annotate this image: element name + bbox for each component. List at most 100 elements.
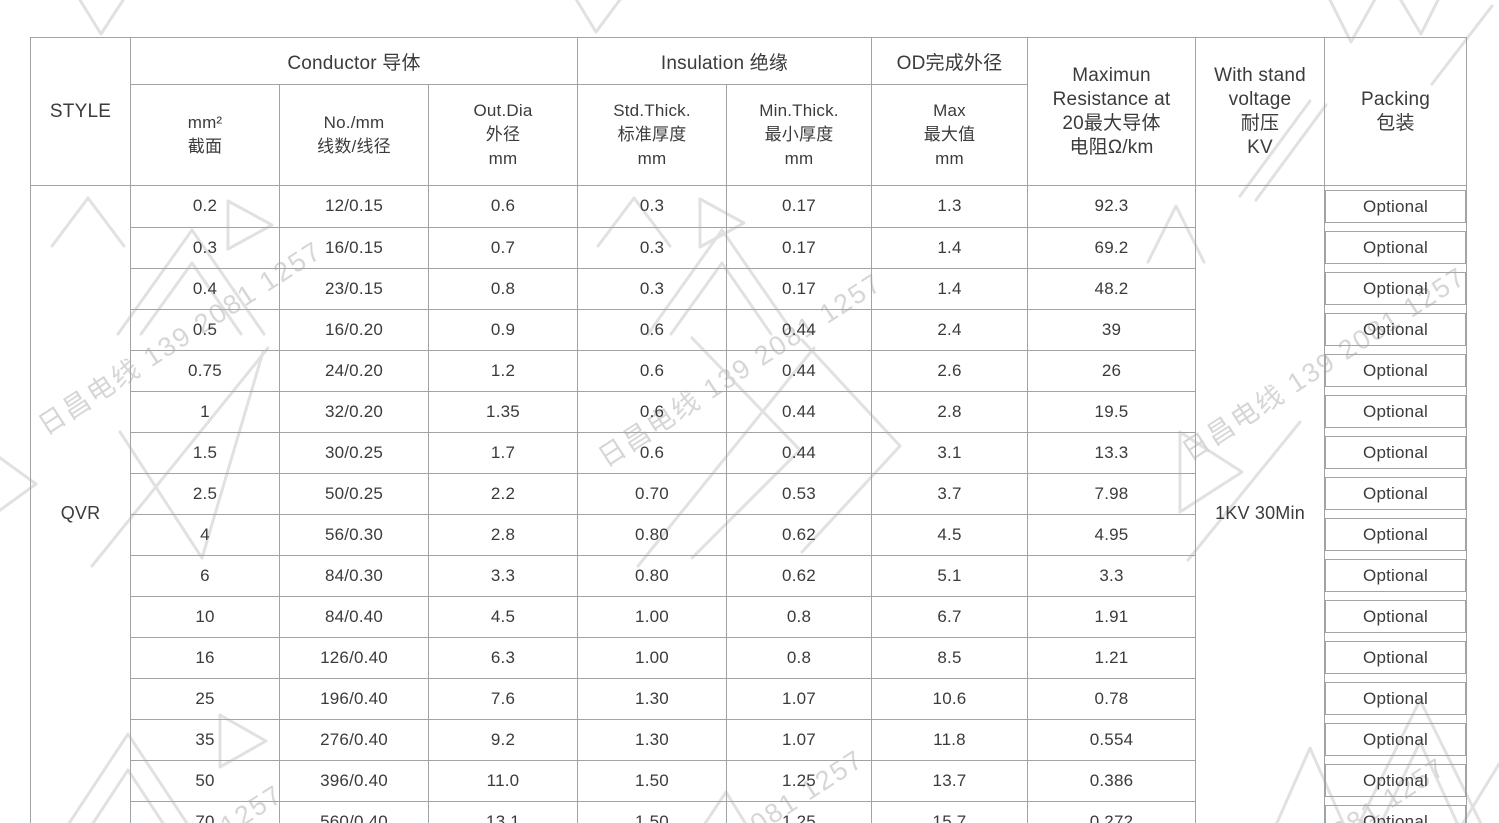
table-row: 0.4 23/0.15 0.8 0.3 0.17 1.4 48.2 Optional: [31, 267, 1467, 310]
cell-mm2: 0.75: [130, 349, 280, 392]
style-column-header: STYLE: [30, 37, 131, 186]
cable-spec-table: STYLE Conductor 导体 Insulation 绝缘 OD完成外径 …: [30, 37, 1467, 823]
cell-out-dia: 2.8: [428, 513, 578, 556]
conductor-group-header: Conductor 导体: [130, 37, 578, 85]
packing-box: Optional: [1325, 764, 1466, 797]
packing-cell: Optional: [1324, 637, 1467, 678]
cell-min-thick: 1.25: [726, 759, 872, 802]
cell-resistance: 1.91: [1027, 595, 1196, 638]
outdia-header-line: mm: [488, 149, 518, 168]
packing-header-line: 包装: [1376, 112, 1415, 134]
table-row: 1.5 30/0.25 1.7 0.6 0.44 3.1 13.3 Optional: [31, 431, 1467, 474]
packing-box: Optional: [1325, 641, 1466, 674]
packing-column-header: Packing 包装: [1324, 37, 1467, 186]
cell-od-max: 6.7: [871, 595, 1028, 638]
cell-od-max: 8.5: [871, 636, 1028, 679]
cell-std-thick: 1.30: [577, 677, 727, 720]
odmax-header-line: Max: [933, 101, 966, 120]
table-header: STYLE Conductor 导体 Insulation 绝缘 OD完成外径 …: [30, 37, 1467, 186]
header-row-groups: STYLE Conductor 导体 Insulation 绝缘 OD完成外径 …: [30, 37, 1467, 186]
cell-no-per-mm: 30/0.25: [279, 431, 429, 474]
packing-cell: Optional: [1324, 473, 1467, 514]
packing-box: Optional: [1325, 559, 1466, 592]
odmax-column-header: Max 最大值 mm: [871, 84, 1028, 186]
cell-min-thick: 0.8: [726, 595, 872, 638]
cell-std-thick: 0.6: [577, 390, 727, 433]
cell-mm2: 6: [130, 554, 280, 597]
cell-out-dia: 2.2: [428, 472, 578, 515]
packing-box: Optional: [1325, 600, 1466, 633]
cell-mm2: 0.4: [130, 267, 280, 310]
cell-od-max: 1.4: [871, 267, 1028, 310]
cell-std-thick: 0.6: [577, 431, 727, 474]
withstand-column-header: With stand voltage 耐压 KV: [1195, 37, 1325, 186]
cell-od-max: 4.5: [871, 513, 1028, 556]
packing-box: Optional: [1325, 477, 1466, 510]
packing-cell: Optional: [1324, 185, 1467, 227]
cell-no-per-mm: 396/0.40: [279, 759, 429, 802]
cell-no-per-mm: 84/0.40: [279, 595, 429, 638]
cell-std-thick: 1.50: [577, 759, 727, 802]
packing-box: Optional: [1325, 518, 1466, 551]
cell-resistance: 0.272: [1027, 800, 1196, 823]
packing-box: Optional: [1325, 190, 1466, 223]
cell-resistance: 3.3: [1027, 554, 1196, 597]
cell-od-max: 11.8: [871, 718, 1028, 761]
withstand-header-line: With stand: [1214, 64, 1306, 86]
cell-min-thick: 1.25: [726, 800, 872, 823]
cell-min-thick: 0.44: [726, 349, 872, 392]
packing-box: Optional: [1325, 354, 1466, 387]
cell-std-thick: 1.30: [577, 718, 727, 761]
cell-out-dia: 1.35: [428, 390, 578, 433]
cell-out-dia: 11.0: [428, 759, 578, 802]
table-row: 4 56/0.30 2.8 0.80 0.62 4.5 4.95 Optional: [31, 513, 1467, 556]
cell-mm2: 35: [130, 718, 280, 761]
cell-no-per-mm: 84/0.30: [279, 554, 429, 597]
cell-no-per-mm: 50/0.25: [279, 472, 429, 515]
cell-no-per-mm: 12/0.15: [279, 185, 429, 228]
minthick-header-line: Min.Thick.: [759, 101, 839, 120]
cell-resistance: 69.2: [1027, 226, 1196, 269]
packing-cell: Optional: [1324, 268, 1467, 309]
stdthick-column-header: Std.Thick. 标准厚度 mm: [577, 84, 727, 186]
strand-column-header: No./mm 线数/线径: [279, 84, 429, 186]
cell-no-per-mm: 126/0.40: [279, 636, 429, 679]
cell-resistance: 19.5: [1027, 390, 1196, 433]
cell-std-thick: 0.3: [577, 267, 727, 310]
cell-mm2: 0.3: [130, 226, 280, 269]
cell-mm2: 0.2: [130, 185, 280, 228]
od-group-header: OD完成外径: [871, 37, 1028, 85]
table-row: 10 84/0.40 4.5 1.00 0.8 6.7 1.91 Optional: [31, 595, 1467, 638]
odmax-header-line: 最大值: [923, 125, 976, 144]
table-row: 50 396/0.40 11.0 1.50 1.25 13.7 0.386 Optional: [31, 759, 1467, 802]
cell-std-thick: 1.00: [577, 636, 727, 679]
packing-cell: Optional: [1324, 678, 1467, 719]
cell-out-dia: 13.1: [428, 800, 578, 823]
cell-mm2: 16: [130, 636, 280, 679]
cell-min-thick: 0.17: [726, 226, 872, 269]
table-body: QVR 0.2 12/0.15 0.6 0.3 0.17 1.3 92.3 1KV 30Min O…: [30, 185, 1467, 823]
cell-od-max: 10.6: [871, 677, 1028, 720]
cell-min-thick: 0.17: [726, 185, 872, 228]
withstand-header-line: 耐压: [1240, 112, 1280, 134]
odmax-header-line: mm: [935, 149, 964, 168]
cell-std-thick: 0.3: [577, 226, 727, 269]
cell-out-dia: 0.9: [428, 308, 578, 351]
packing-cell: Optional: [1324, 596, 1467, 637]
table-row: 1 32/0.20 1.35 0.6 0.44 2.8 19.5 Optional: [31, 390, 1467, 433]
cell-mm2: 1.5: [130, 431, 280, 474]
strand-header-line: No./mm: [323, 113, 385, 132]
cell-no-per-mm: 16/0.15: [279, 226, 429, 269]
watermark-shape: [1328, 0, 1377, 44]
resistance-header-line: 20最大导体: [1062, 112, 1161, 134]
cell-std-thick: 0.6: [577, 308, 727, 351]
packing-cell: Optional: [1324, 227, 1467, 268]
packing-box: Optional: [1325, 723, 1466, 756]
outdia-column-header: Out.Dia 外径 mm: [428, 84, 578, 186]
cell-std-thick: 0.6: [577, 349, 727, 392]
cell-std-thick: 0.3: [577, 185, 727, 228]
packing-box: Optional: [1325, 313, 1466, 346]
packing-cell: Optional: [1324, 719, 1467, 760]
stdthick-header-line: 标准厚度: [617, 125, 687, 144]
cell-resistance: 39: [1027, 308, 1196, 351]
